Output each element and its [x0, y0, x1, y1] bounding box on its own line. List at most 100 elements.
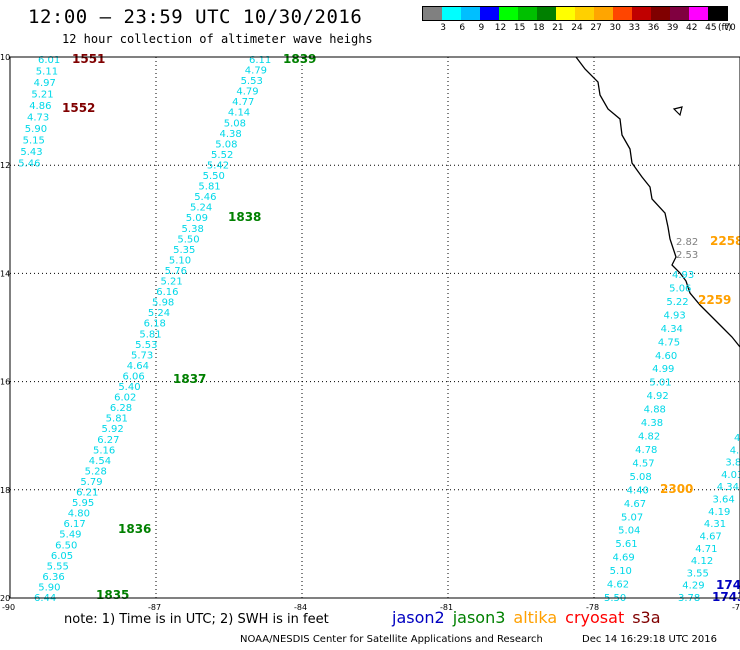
swh-value: 4.88 — [644, 405, 666, 416]
footer-credit: NOAA/NESDIS Center for Satellite Applica… — [240, 634, 717, 645]
swh-value-gray: 2.53 — [676, 250, 698, 261]
legend-label: 12 — [494, 23, 507, 33]
swh-value: 4.99 — [652, 364, 674, 375]
swh-value: 4.73 — [27, 113, 49, 124]
swh-value: 6.16 — [156, 287, 178, 298]
legend-swatch — [556, 7, 575, 20]
swh-value: 3.8 — [725, 458, 740, 469]
wave-map: -90-87-84-81-78-751012141618206.015.114.… — [0, 52, 740, 612]
swh-value: 4.67 — [700, 531, 722, 542]
swh-value: 5.52 — [211, 150, 233, 161]
swh-value: 5.21 — [160, 277, 182, 288]
swh-value: 5.90 — [25, 124, 47, 135]
swh-value: 4.2 — [730, 445, 740, 456]
swh-value: 4.34 — [717, 482, 739, 493]
swh-value: 5.09 — [186, 213, 208, 224]
swh-value: 5.01 — [649, 378, 671, 389]
legend-color-bar — [422, 6, 728, 21]
swh-value: 5.28 — [85, 466, 107, 477]
legend-swatch — [651, 7, 670, 20]
swh-value: 4.14 — [228, 108, 250, 119]
pass-time-label: 2300 — [660, 482, 693, 496]
swh-value: 5.46 — [18, 159, 40, 170]
generation-timestamp: Dec 14 16:29:18 UTC 2016 — [582, 634, 717, 645]
swh-value: 5.81 — [139, 329, 161, 340]
swh-value: 4.97 — [34, 78, 56, 89]
swh-value: 5.50 — [177, 234, 199, 245]
pass-time-label: 1837 — [173, 372, 206, 386]
legend-swatch — [594, 7, 613, 20]
legend-swatch — [442, 7, 461, 20]
swh-value: 4.92 — [647, 391, 669, 402]
legend-label: 33 — [628, 23, 641, 33]
swh-value: 6.21 — [76, 488, 98, 499]
swh-value: 4.54 — [89, 456, 111, 467]
pass-time-label: 1836 — [118, 522, 151, 536]
legend-swatch — [537, 7, 556, 20]
lat-tick-label: 18 — [0, 486, 10, 495]
swh-value: 6.36 — [42, 572, 64, 583]
swh-value: 3.55 — [687, 568, 709, 579]
swh-value: 5.55 — [47, 561, 69, 572]
pass-time-label: 1838 — [228, 210, 261, 224]
swh-value: 4.78 — [635, 445, 657, 456]
legend-unit: (ft) — [718, 23, 732, 33]
swh-value: 5.92 — [101, 424, 123, 435]
satellite-s3a: s3a — [632, 608, 661, 627]
swh-value: 4.69 — [613, 553, 635, 564]
lon-tick-label: -90 — [2, 603, 15, 612]
swh-value: 6.28 — [110, 403, 132, 414]
legend-labels: 3 6 9 12 15 18 21 24 27 30 33 36 39 42 45 70 (ft) — [422, 21, 735, 35]
legend-label: 36 — [647, 23, 660, 33]
swh-value: 5.73 — [131, 350, 153, 361]
swh-value: 6.06 — [123, 371, 145, 382]
swh-value: 6.02 — [114, 393, 136, 404]
swh-value: 5.50 — [203, 171, 225, 182]
swh-value: 5.10 — [169, 255, 191, 266]
legend-swatch — [423, 7, 442, 20]
swh-value: 5.08 — [224, 118, 246, 129]
swh-value: 4.60 — [655, 351, 677, 362]
legend-label: 39 — [666, 23, 679, 33]
legend-label: 21 — [552, 23, 564, 33]
swh-value: 4.31 — [704, 519, 726, 530]
swh-value: 5.24 — [190, 203, 212, 214]
page-title: 12:00 – 23:59 UTC 10/30/2016 — [28, 6, 363, 28]
pass-time-label: 1552 — [62, 101, 95, 115]
legend-label: 45 — [705, 23, 717, 33]
map-area: -90-87-84-81-78-751012141618206.015.114.… — [0, 52, 740, 612]
pass-time-label: 2258 — [710, 234, 740, 248]
swh-value: 4.93 — [664, 310, 686, 321]
swh-value: 5.42 — [207, 160, 229, 171]
pass-time-label: 174 — [716, 578, 740, 592]
lon-tick-label: -78 — [586, 603, 599, 612]
lat-tick-label: 10 — [0, 53, 10, 62]
swh-value: 5.81 — [106, 414, 128, 425]
pass-time-label: 1743 — [712, 590, 740, 604]
swh-value: 5.06 — [669, 283, 691, 294]
swh-value: 5.95 — [72, 498, 94, 509]
swh-value: 6.27 — [97, 435, 119, 446]
legend-label: 9 — [478, 23, 485, 33]
swh-value: 4.57 — [632, 458, 654, 469]
lat-tick-label: 20 — [0, 594, 10, 603]
swh-value-gray: 2.82 — [676, 237, 698, 248]
swh-value: 4.38 — [219, 129, 241, 140]
lat-tick-label: 12 — [0, 161, 10, 170]
swh-value: 5.76 — [165, 266, 187, 277]
legend-swatch — [689, 7, 708, 20]
swh-value: 5.11 — [36, 67, 58, 78]
legend-label: 15 — [513, 23, 526, 33]
map-border — [9, 56, 740, 599]
legend-swatch — [708, 7, 727, 20]
legend-swatch — [575, 7, 594, 20]
legend-label: 42 — [686, 23, 698, 33]
swh-value: 6.50 — [55, 540, 77, 551]
swh-value: 4.12 — [691, 556, 713, 567]
lat-tick-label: 16 — [0, 378, 10, 387]
wave-height-legend: 3 6 9 12 15 18 21 24 27 30 33 36 39 42 45 70 (ft) — [422, 6, 736, 42]
island-outline — [672, 106, 683, 117]
swh-value: 4.82 — [638, 432, 660, 443]
swh-value: 4.62 — [607, 580, 629, 591]
coastline — [575, 56, 740, 348]
